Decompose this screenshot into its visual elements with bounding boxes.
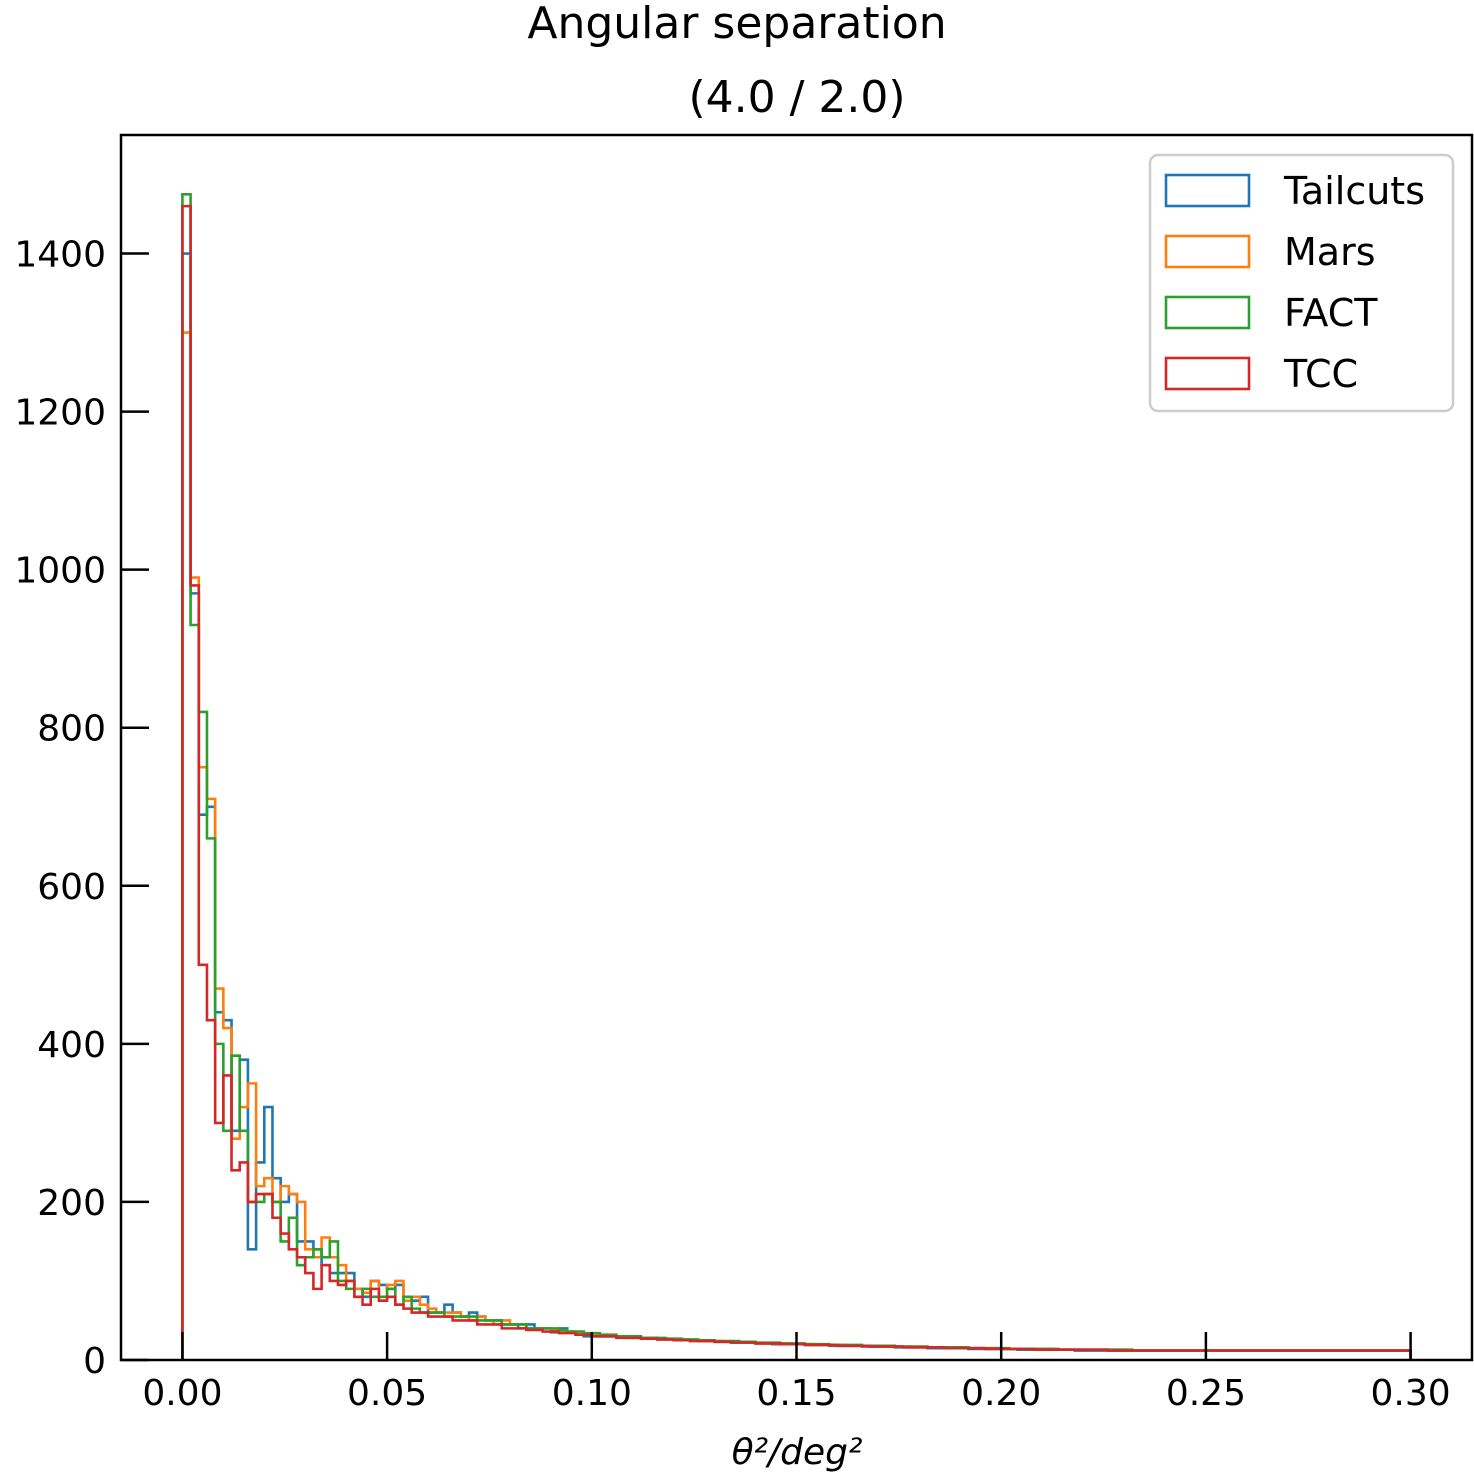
chart-title: Angular separation bbox=[527, 0, 946, 49]
y-tick-label: 200 bbox=[37, 1183, 106, 1224]
histogram-series-group bbox=[181, 192, 1412, 1360]
x-tick-label: 0.05 bbox=[347, 1373, 427, 1414]
legend-swatch-fact bbox=[1164, 295, 1251, 330]
legend-label-mars: Mars bbox=[1284, 230, 1376, 274]
y-tick-label: 600 bbox=[37, 867, 106, 908]
x-tick-label: 0.30 bbox=[1371, 1373, 1451, 1414]
chart-subtitle: (4.0 / 2.0) bbox=[688, 72, 905, 123]
y-tick-label: 1000 bbox=[14, 551, 106, 592]
legend-swatch-mars bbox=[1164, 234, 1251, 269]
legend-swatch-tailcuts bbox=[1164, 173, 1251, 208]
y-tick-label: 800 bbox=[37, 709, 106, 750]
legend-swatch-tcc bbox=[1164, 356, 1251, 391]
y-tick-label: 1400 bbox=[14, 235, 106, 276]
legend-label-tailcuts: Tailcuts bbox=[1283, 169, 1425, 213]
y-tick-label: 1200 bbox=[14, 393, 106, 434]
x-tick-label: 0.25 bbox=[1166, 1373, 1246, 1414]
x-axis: 0.00 0.05 0.10 0.15 0.20 0.25 0.30 bbox=[142, 1332, 1451, 1414]
histogram-series-mars bbox=[181, 331, 1412, 1360]
y-tick-label: 0 bbox=[83, 1341, 106, 1382]
legend: Tailcuts Mars FACT TCC bbox=[1148, 153, 1455, 413]
legend-box bbox=[1148, 153, 1455, 413]
y-tick-label: 400 bbox=[37, 1025, 106, 1066]
x-tick-label: 0.10 bbox=[552, 1373, 632, 1414]
y-axis: 0 200 400 600 800 1000 1200 1400 bbox=[14, 235, 149, 1382]
x-axis-label: θ²/deg² bbox=[732, 1432, 863, 1473]
legend-label-fact: FACT bbox=[1284, 291, 1378, 335]
x-tick-label: 0.15 bbox=[756, 1373, 836, 1414]
histogram-series-tcc bbox=[181, 204, 1412, 1360]
legend-label-tcc: TCC bbox=[1283, 352, 1358, 396]
histogram-series-tailcuts bbox=[181, 252, 1412, 1360]
x-tick-label: 0.00 bbox=[142, 1373, 222, 1414]
x-tick-label: 0.20 bbox=[961, 1373, 1041, 1414]
